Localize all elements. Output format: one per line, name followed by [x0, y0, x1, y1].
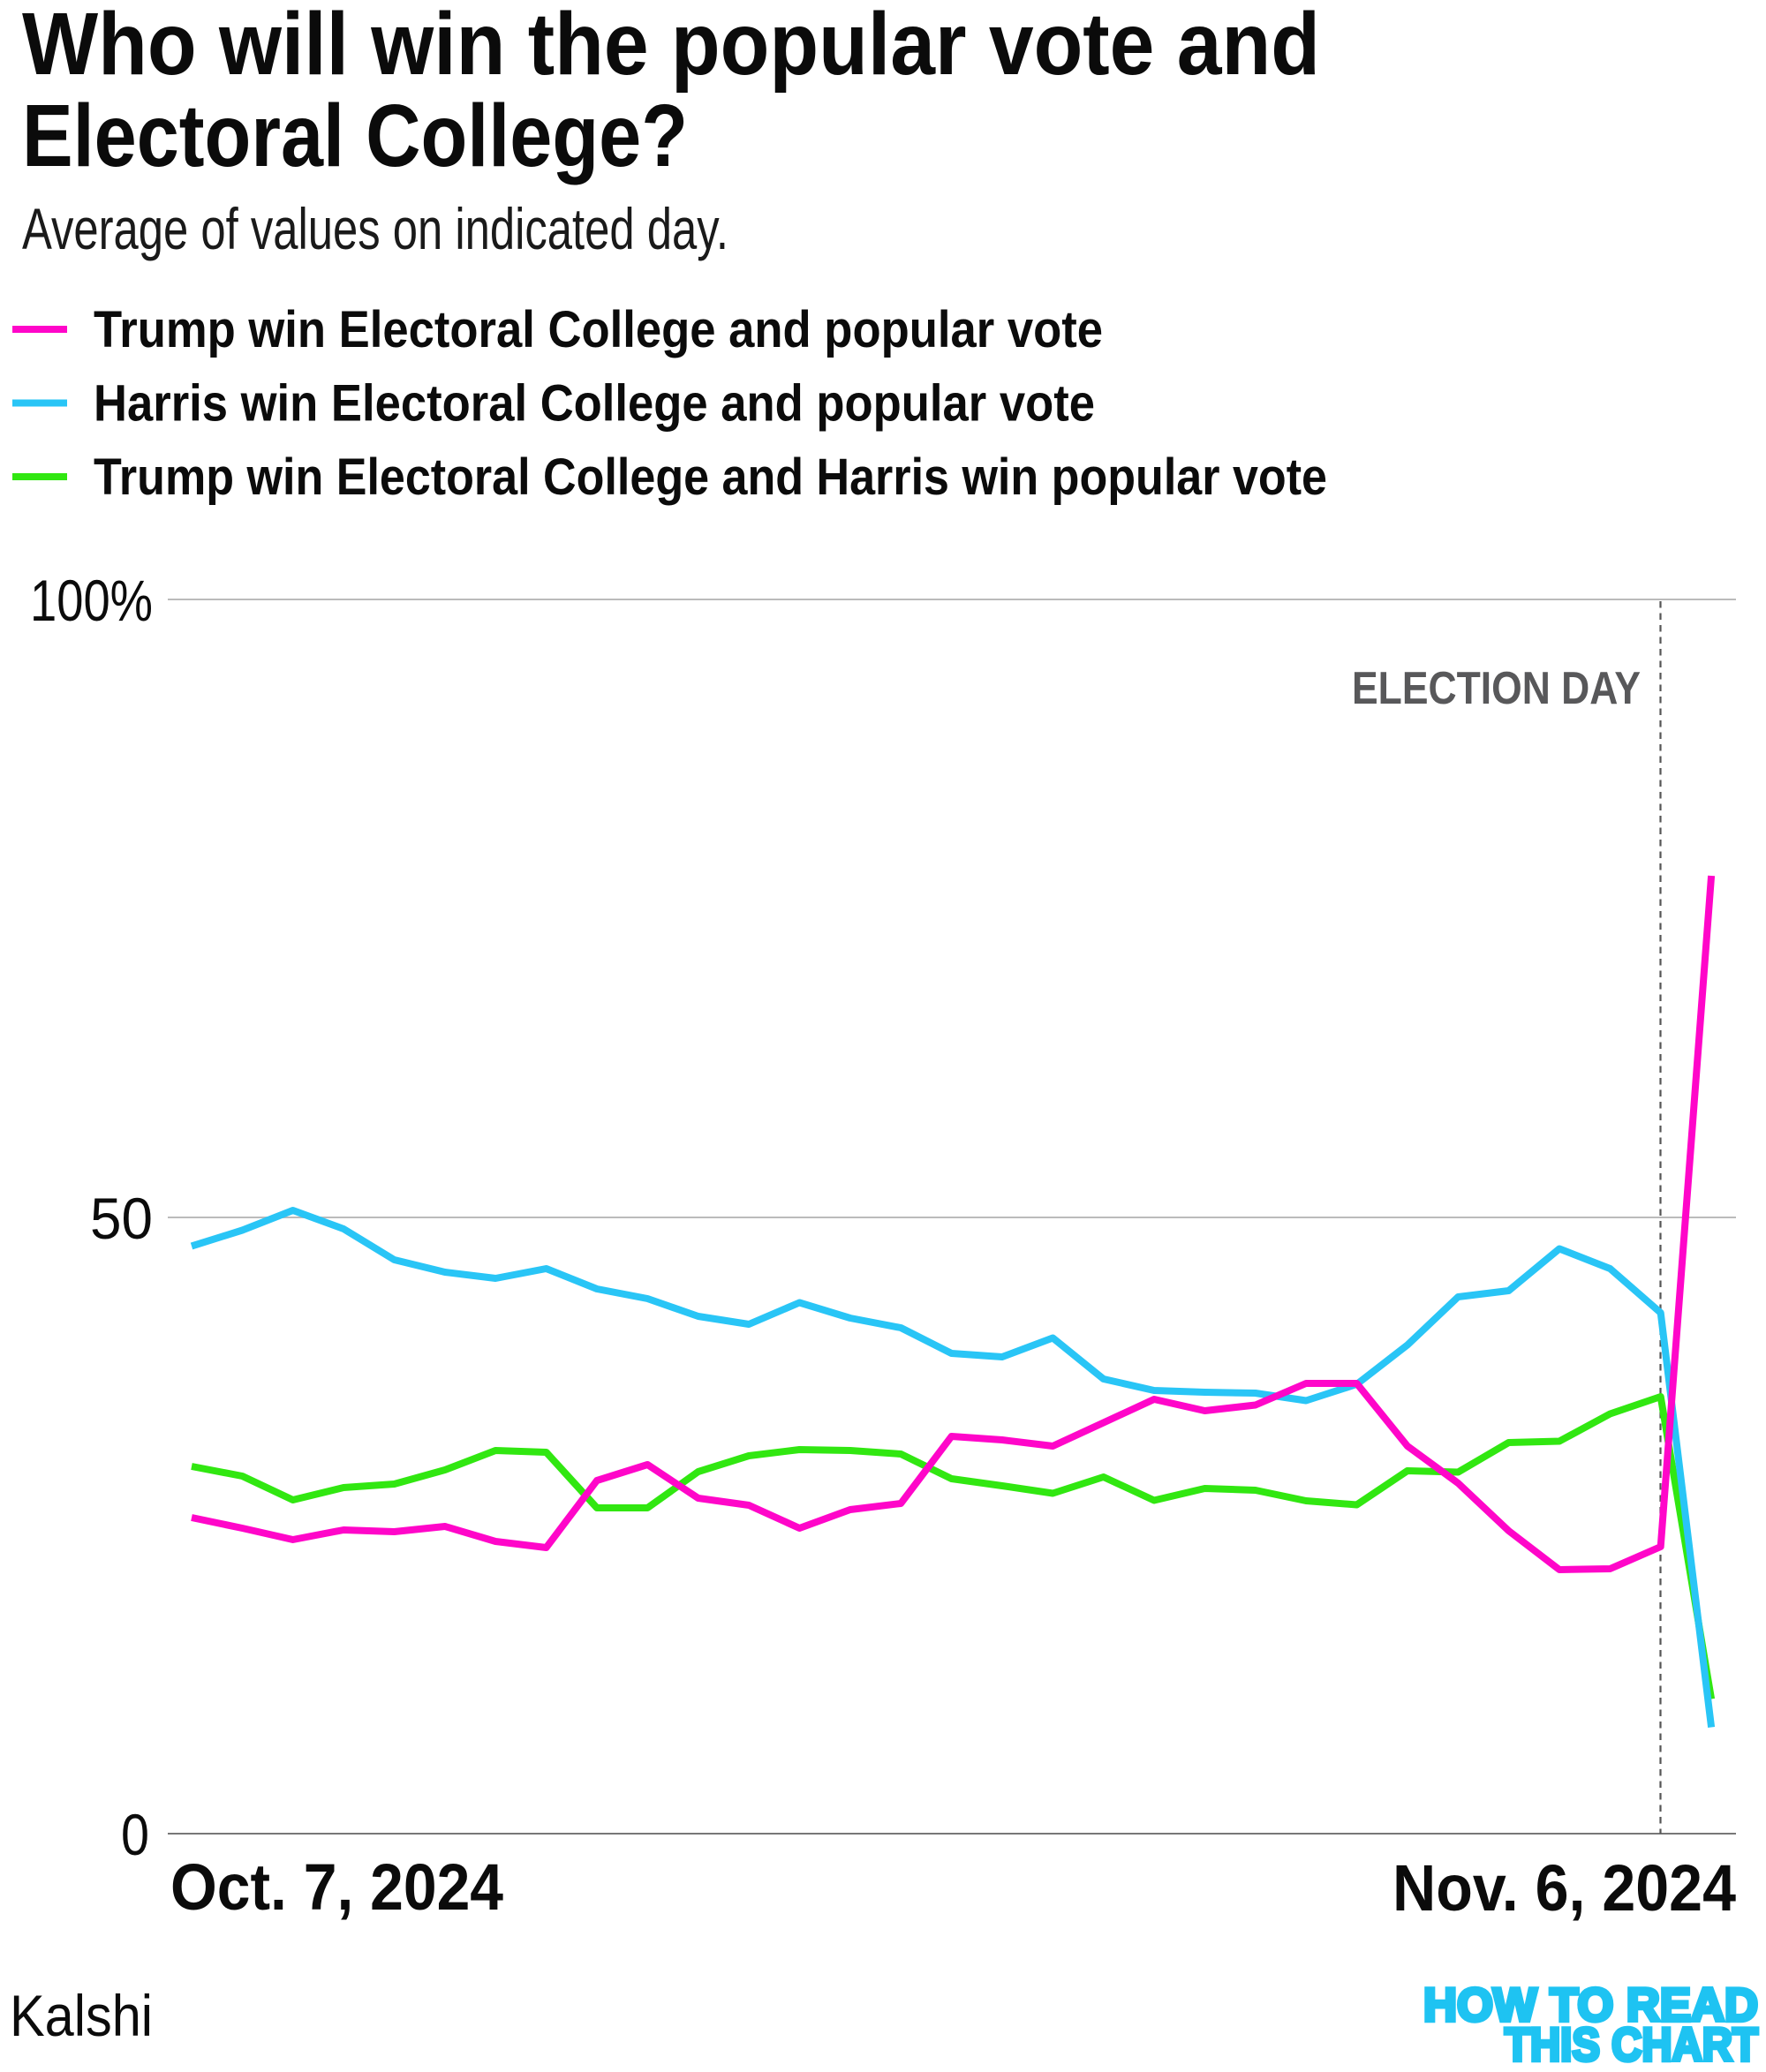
svg-text:HOW TO READ: HOW TO READ	[1423, 1979, 1758, 2031]
svg-text:Trump win Electoral College an: Trump win Electoral College and popular …	[94, 301, 1103, 358]
svg-text:THIS CHART: THIS CHART	[1505, 2019, 1758, 2071]
svg-text:Kalshi: Kalshi	[10, 1983, 153, 2048]
svg-text:Average of values on indicated: Average of values on indicated day.	[22, 196, 728, 261]
svg-text:100%: 100%	[30, 568, 153, 633]
svg-text:Nov. 6, 2024: Nov. 6, 2024	[1392, 1851, 1736, 1925]
svg-text:Trump win Electoral College an: Trump win Electoral College and Harris w…	[94, 448, 1327, 506]
svg-text:0: 0	[121, 1802, 149, 1867]
svg-text:Oct. 7, 2024: Oct. 7, 2024	[170, 1850, 503, 1924]
svg-text:Electoral College?: Electoral College?	[22, 87, 688, 185]
svg-text:50: 50	[90, 1186, 153, 1251]
svg-text:Harris win Electoral College a: Harris win Electoral College and popular…	[94, 375, 1095, 433]
svg-text:Who will win the popular vote: Who will win the popular vote and	[22, 0, 1320, 94]
svg-text:ELECTION DAY: ELECTION DAY	[1352, 663, 1641, 714]
